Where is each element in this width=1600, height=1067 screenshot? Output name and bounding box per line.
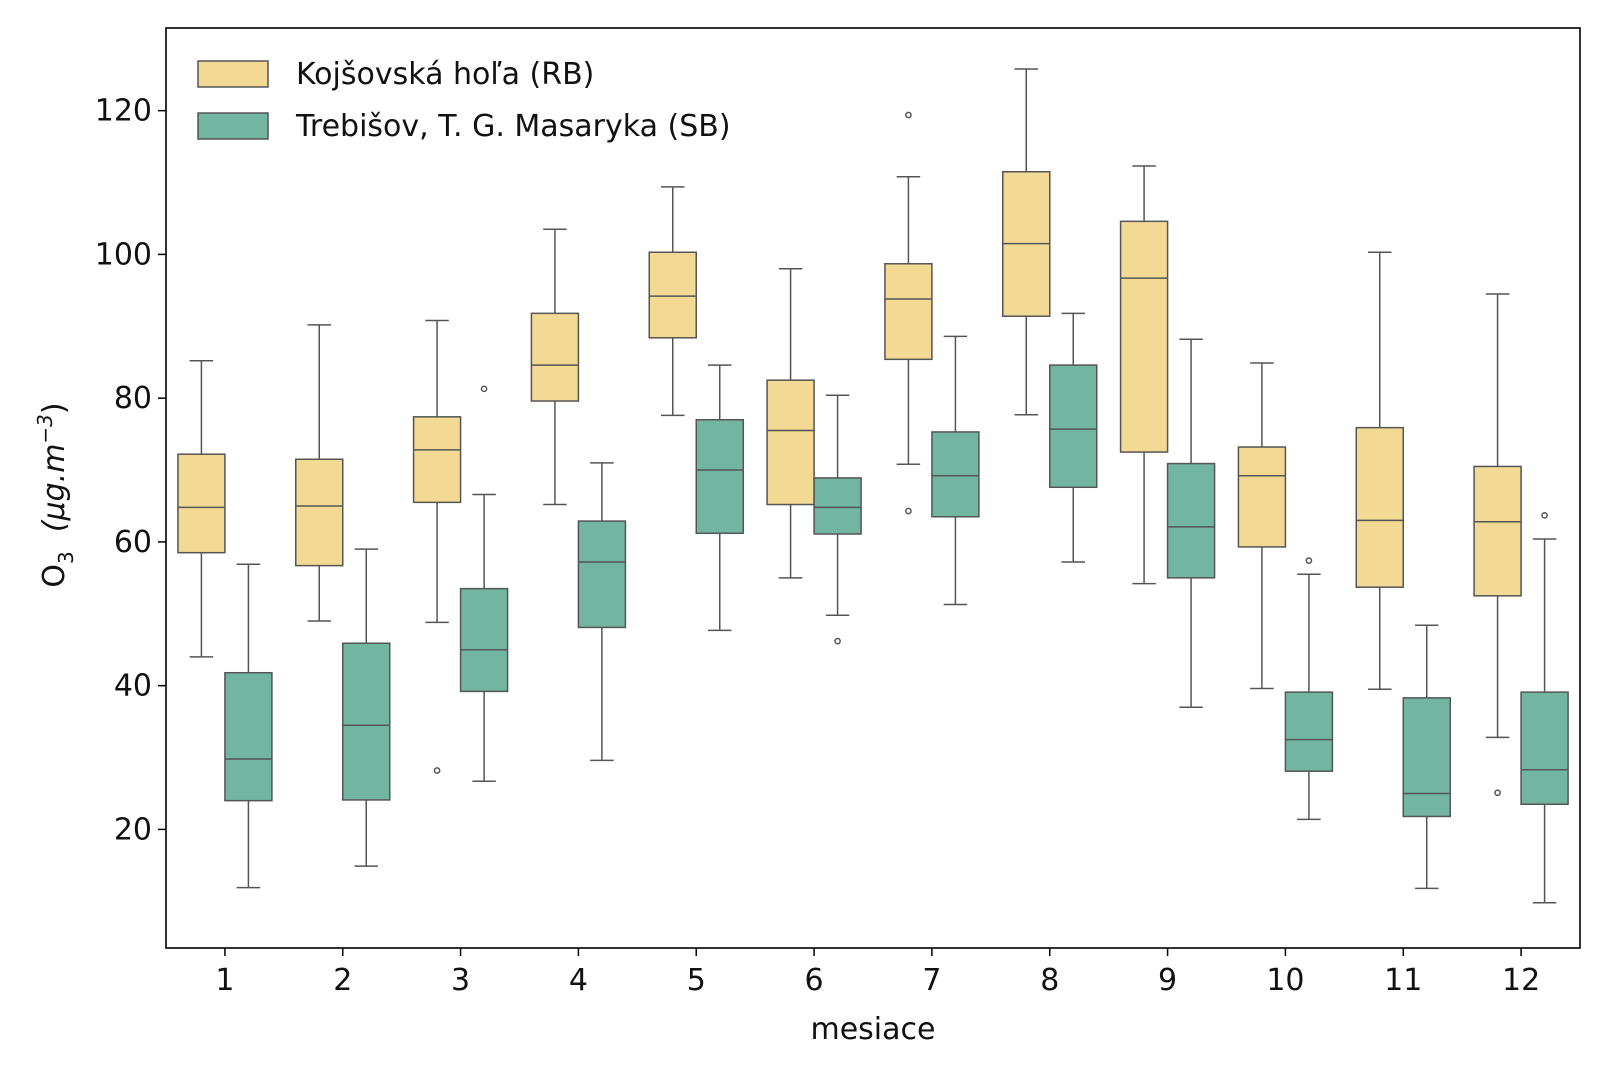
box-series0-month-10 — [1237, 362, 1287, 690]
iqr-box-series1-month-1 — [224, 671, 273, 802]
y-tick-label-40: 40 — [114, 669, 152, 704]
box-series0-month-7 — [884, 111, 933, 515]
legend: Kojšovská hoľa (RB) Trebišov, T. G. Masa… — [197, 57, 731, 144]
iqr-box-series1-month-11 — [1402, 697, 1451, 818]
y-tick-label-80: 80 — [114, 381, 152, 416]
iqr-box-series0-month-12 — [1473, 465, 1522, 597]
x-tick-label-7: 7 — [922, 963, 941, 998]
x-tick-label-8: 8 — [1040, 963, 1059, 998]
iqr-box-series1-month-2 — [342, 642, 391, 801]
x-tick-label-4: 4 — [569, 963, 588, 998]
outlier-series0-month-7-1 — [905, 111, 912, 119]
y-axis-label-unit-prefix: (μg.m — [37, 444, 72, 533]
y-axis-label-base: O — [37, 564, 72, 588]
plot-area — [177, 68, 1569, 904]
outlier-series0-month-7-0 — [905, 507, 912, 515]
iqr-box-series0-month-11 — [1355, 426, 1404, 588]
x-tick-label-5: 5 — [687, 963, 706, 998]
box-series0-month-1 — [177, 360, 226, 658]
box-series1-month-3 — [459, 385, 509, 782]
y-tick-label-60: 60 — [114, 525, 152, 560]
x-tick-label-3: 3 — [451, 963, 470, 998]
iqr-box-series0-month-4 — [530, 312, 580, 402]
box-series0-month-11 — [1355, 251, 1404, 690]
outlier-series1-month-12-0 — [1541, 511, 1548, 519]
y-tick-label-20: 20 — [114, 812, 152, 847]
box-series1-month-12 — [1520, 511, 1569, 904]
iqr-box-series1-month-8 — [1049, 364, 1098, 489]
outlier-series0-month-12-0 — [1494, 789, 1501, 797]
box-series1-month-1 — [224, 563, 273, 889]
box-series1-month-5 — [695, 364, 744, 632]
legend-label-kojsovska: Kojšovská hoľa (RB) — [296, 57, 594, 92]
y-axis-label: O3 (μg.m−3) — [33, 402, 78, 587]
legend-label-trebisov: Trebišov, T. G. Masaryka (SB) — [295, 109, 731, 144]
box-series0-month-5 — [648, 186, 697, 417]
box-series1-month-7 — [931, 335, 980, 606]
plot-frame — [165, 27, 1581, 949]
outlier-series1-month-10-0 — [1305, 557, 1313, 564]
iqr-box-series1-month-9 — [1166, 462, 1216, 579]
y-tick-label-120: 120 — [95, 94, 152, 129]
box-series1-month-4 — [577, 462, 627, 762]
iqr-box-series0-month-5 — [648, 251, 697, 339]
iqr-box-series1-month-3 — [459, 587, 509, 693]
box-series0-month-8 — [1002, 68, 1051, 416]
svg-text:O3 (μg.m−3): O3 (μg.m−3) — [33, 402, 78, 587]
x-axis-label: mesiace — [811, 1012, 936, 1047]
x-tick-label-2: 2 — [333, 963, 352, 998]
iqr-box-series1-month-6 — [813, 477, 862, 535]
box-series0-month-6 — [766, 268, 815, 579]
iqr-box-series0-month-10 — [1237, 446, 1287, 548]
y-axis-label-sub: 3 — [54, 551, 78, 564]
box-series0-month-9 — [1119, 165, 1169, 585]
outlier-series1-month-6-0 — [834, 637, 841, 645]
iqr-box-series0-month-1 — [177, 453, 226, 554]
iqr-box-series0-month-2 — [295, 458, 344, 567]
x-tick-label-9: 9 — [1158, 963, 1177, 998]
box-series1-month-11 — [1402, 624, 1451, 890]
box-series1-month-10 — [1284, 557, 1334, 821]
box-series1-month-9 — [1166, 338, 1216, 708]
y-axis-label-unit-suffix: ) — [37, 402, 72, 414]
box-series0-month-3 — [412, 319, 462, 774]
x-tick-label-12: 12 — [1502, 963, 1540, 998]
iqr-box-series0-month-9 — [1119, 220, 1169, 453]
x-tick-label-10: 10 — [1266, 963, 1304, 998]
y-axis-label-unit-sup: −3 — [33, 414, 57, 443]
box-series1-month-6 — [813, 394, 862, 645]
x-tick-label-1: 1 — [215, 963, 234, 998]
box-series0-month-12 — [1473, 293, 1522, 797]
iqr-box-series1-month-7 — [931, 431, 980, 518]
x-tick-label-6: 6 — [805, 963, 824, 998]
outlier-series0-month-3-0 — [433, 767, 441, 774]
iqr-box-series1-month-10 — [1284, 691, 1334, 772]
x-tick-label-11: 11 — [1384, 963, 1422, 998]
box-series1-month-2 — [342, 548, 391, 867]
iqr-box-series0-month-3 — [412, 416, 462, 504]
iqr-box-series0-month-7 — [884, 263, 933, 361]
y-tick-label-100: 100 — [95, 237, 152, 272]
box-series0-month-4 — [530, 228, 580, 506]
box-series1-month-8 — [1049, 312, 1098, 563]
iqr-box-series0-month-6 — [766, 379, 815, 506]
outlier-series1-month-3-0 — [480, 385, 488, 393]
iqr-box-series1-month-5 — [695, 418, 744, 535]
iqr-box-series1-month-12 — [1520, 691, 1569, 805]
iqr-box-series1-month-4 — [577, 520, 627, 629]
legend-swatch-trebisov — [197, 112, 269, 140]
box-series0-month-2 — [295, 324, 344, 622]
legend-swatch-kojsovska — [197, 60, 269, 88]
